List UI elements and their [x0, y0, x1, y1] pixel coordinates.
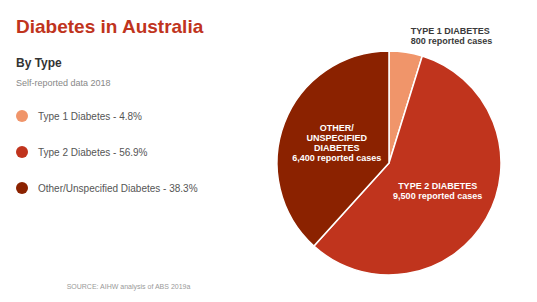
html-text:Type 1 Diabetes - 4.8%: Type 1 Diabetes - 4.8% — [38, 110, 142, 122]
html-text:By Type: By Type — [16, 56, 62, 70]
html-text:Type 2 Diabetes - 56.9%: Type 2 Diabetes - 56.9% — [38, 146, 148, 158]
html-text:Self-reported data 2018: Self-reported data 2018 — [16, 78, 111, 88]
html-text:SOURCE: AIHW analysis of ABS 2: SOURCE: AIHW analysis of ABS 2019a — [66, 283, 191, 290]
html-text:Diabetes in Australia: Diabetes in Australia — [16, 16, 204, 37]
svg-text:TYPE 2 DIABETES9,500 reported: TYPE 2 DIABETES9,500 reported cases — [393, 181, 482, 201]
svg-text:TYPE 1 DIABETES800 reported ca: TYPE 1 DIABETES800 reported cases — [411, 26, 493, 46]
html-text:Other/Unspecified Diabetes - 3: Other/Unspecified Diabetes - 38.3% — [38, 182, 198, 194]
svg-text:OTHER/UNSPECIFIEDDIABETES6,400: OTHER/UNSPECIFIEDDIABETES6,400 reported … — [292, 123, 381, 163]
